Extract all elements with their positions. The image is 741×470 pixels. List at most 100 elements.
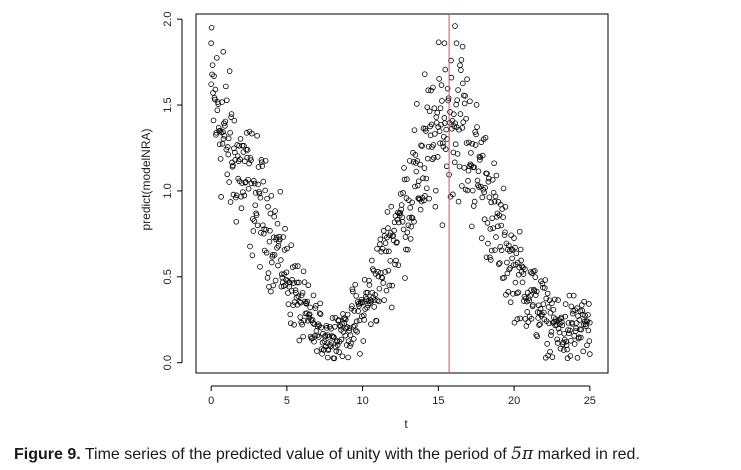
data-point <box>432 187 439 194</box>
data-point <box>584 342 590 349</box>
data-point <box>267 227 273 234</box>
data-point <box>324 340 331 346</box>
data-point <box>357 351 363 357</box>
data-point <box>547 310 554 316</box>
data-point <box>347 332 354 338</box>
data-point <box>444 85 451 92</box>
data-point <box>210 117 217 124</box>
data-point <box>548 329 555 335</box>
data-point <box>542 277 549 283</box>
data-point <box>260 222 266 229</box>
data-point <box>424 155 431 162</box>
data-point <box>231 117 238 124</box>
data-point <box>418 142 424 149</box>
data-point <box>269 259 275 266</box>
y-tick-label: 1.0 <box>162 183 174 198</box>
data-point <box>412 183 418 190</box>
data-point <box>486 175 492 182</box>
data-point <box>208 40 214 46</box>
data-point <box>578 334 584 341</box>
data-point <box>219 99 225 105</box>
data-point <box>530 302 536 308</box>
data-point <box>333 348 340 354</box>
data-point <box>227 199 234 205</box>
data-point <box>221 132 228 139</box>
x-tick-label: 20 <box>508 395 520 407</box>
data-point <box>233 218 240 225</box>
data-point <box>298 292 305 299</box>
data-point <box>574 305 580 311</box>
data-point <box>547 348 553 355</box>
data-point <box>502 229 508 236</box>
data-point <box>208 81 214 87</box>
data-point <box>399 218 406 225</box>
data-point <box>441 40 448 46</box>
data-point <box>322 332 329 339</box>
data-point <box>520 271 527 277</box>
data-point <box>225 151 232 158</box>
data-point <box>378 274 385 281</box>
data-point <box>314 323 321 330</box>
data-point <box>220 48 227 55</box>
data-point <box>422 126 429 132</box>
data-point <box>454 97 460 103</box>
data-point <box>502 204 509 210</box>
data-point <box>215 124 222 131</box>
data-point <box>473 131 479 138</box>
data-point <box>352 327 359 334</box>
data-point <box>318 324 324 331</box>
data-point <box>420 175 426 182</box>
data-point <box>409 215 416 221</box>
data-point <box>567 327 573 334</box>
data-point <box>259 159 265 166</box>
data-point <box>285 301 292 307</box>
data-point <box>258 229 264 236</box>
data-point <box>570 292 577 299</box>
data-point <box>361 276 368 283</box>
data-point <box>582 312 588 319</box>
data-point <box>257 264 263 270</box>
data-point <box>506 266 513 273</box>
data-point <box>474 124 480 130</box>
data-point <box>254 132 260 139</box>
data-point <box>489 176 496 183</box>
data-point <box>227 129 233 136</box>
data-point <box>401 165 407 171</box>
data-point <box>386 282 393 289</box>
data-point <box>490 225 496 231</box>
data-point <box>237 136 244 142</box>
data-point <box>310 292 317 299</box>
data-point <box>382 269 388 275</box>
data-point <box>473 102 480 108</box>
data-point <box>232 149 238 156</box>
data-point <box>479 152 486 159</box>
data-point <box>537 321 543 327</box>
data-point <box>436 128 443 134</box>
data-point <box>463 140 470 146</box>
data-point <box>448 74 455 81</box>
data-point <box>270 282 277 289</box>
data-point <box>431 154 437 161</box>
data-point <box>379 275 386 281</box>
data-point <box>385 267 392 274</box>
data-point <box>250 228 257 234</box>
data-point <box>296 299 303 305</box>
data-point <box>402 234 409 240</box>
data-point <box>548 332 554 339</box>
data-point <box>496 261 502 267</box>
data-point <box>414 158 421 164</box>
data-point <box>454 151 461 157</box>
data-point <box>436 76 442 82</box>
data-point <box>430 84 436 91</box>
data-point <box>240 189 246 195</box>
data-point <box>464 187 471 194</box>
data-point <box>376 298 382 305</box>
data-point <box>296 279 302 286</box>
data-point <box>335 317 342 323</box>
data-point <box>372 291 378 298</box>
data-point <box>411 127 418 133</box>
data-point <box>469 140 476 147</box>
y-axis-title: predict(modelNRA) <box>139 128 153 230</box>
data-point <box>484 170 490 177</box>
data-point <box>348 340 354 347</box>
